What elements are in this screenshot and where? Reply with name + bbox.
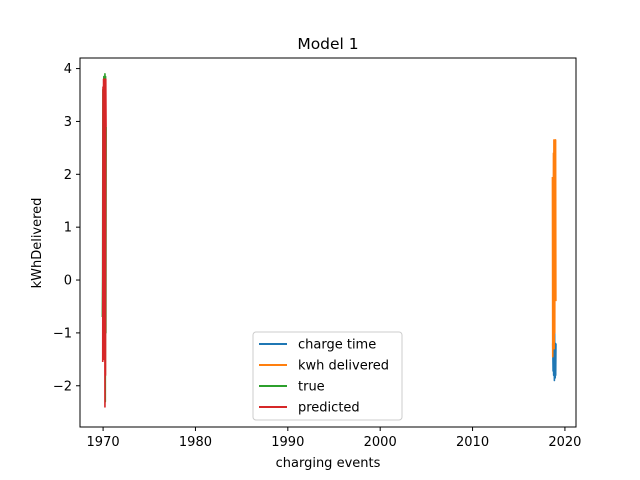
legend-box: [252, 331, 403, 421]
x-tick-label: 2020: [548, 435, 581, 450]
legend-items: charge time kwh delivered true predicted: [259, 338, 389, 416]
x-axis-title: charging events: [276, 456, 381, 471]
y-tick-label: 1: [64, 221, 72, 236]
legend-label: true: [298, 380, 325, 395]
x-tick-label: 1980: [179, 435, 212, 450]
y-tick-label: 4: [64, 62, 72, 77]
series-line-1: [551, 139, 557, 358]
plot-frame: [79, 57, 577, 428]
chart-title: Model 1: [297, 35, 358, 53]
y-tick-label: 2: [64, 168, 72, 183]
y-tick-label: 0: [64, 274, 72, 289]
legend-label: predicted: [298, 401, 360, 416]
x-tick-label: 1970: [87, 435, 120, 450]
series-lines: [101, 73, 557, 408]
y-axis-title: kWhDelivered: [30, 198, 45, 289]
x-axis-ticks: 1970 1980 1990 2000 2010 2020: [87, 427, 581, 450]
legend-label: charge time: [298, 338, 376, 353]
legend: charge time kwh delivered true predicted: [252, 331, 403, 421]
y-tick-label: −2: [53, 379, 72, 394]
y-tick-label: 3: [64, 115, 72, 130]
legend-label: kwh delivered: [298, 359, 389, 374]
x-tick-label: 2000: [364, 435, 397, 450]
x-tick-label: 1990: [271, 435, 304, 450]
series-line-3: [101, 78, 107, 408]
y-tick-label: −1: [53, 326, 72, 341]
x-tick-label: 2010: [456, 435, 489, 450]
y-axis-ticks: −2 −1 0 1 2 3 4: [53, 62, 80, 394]
